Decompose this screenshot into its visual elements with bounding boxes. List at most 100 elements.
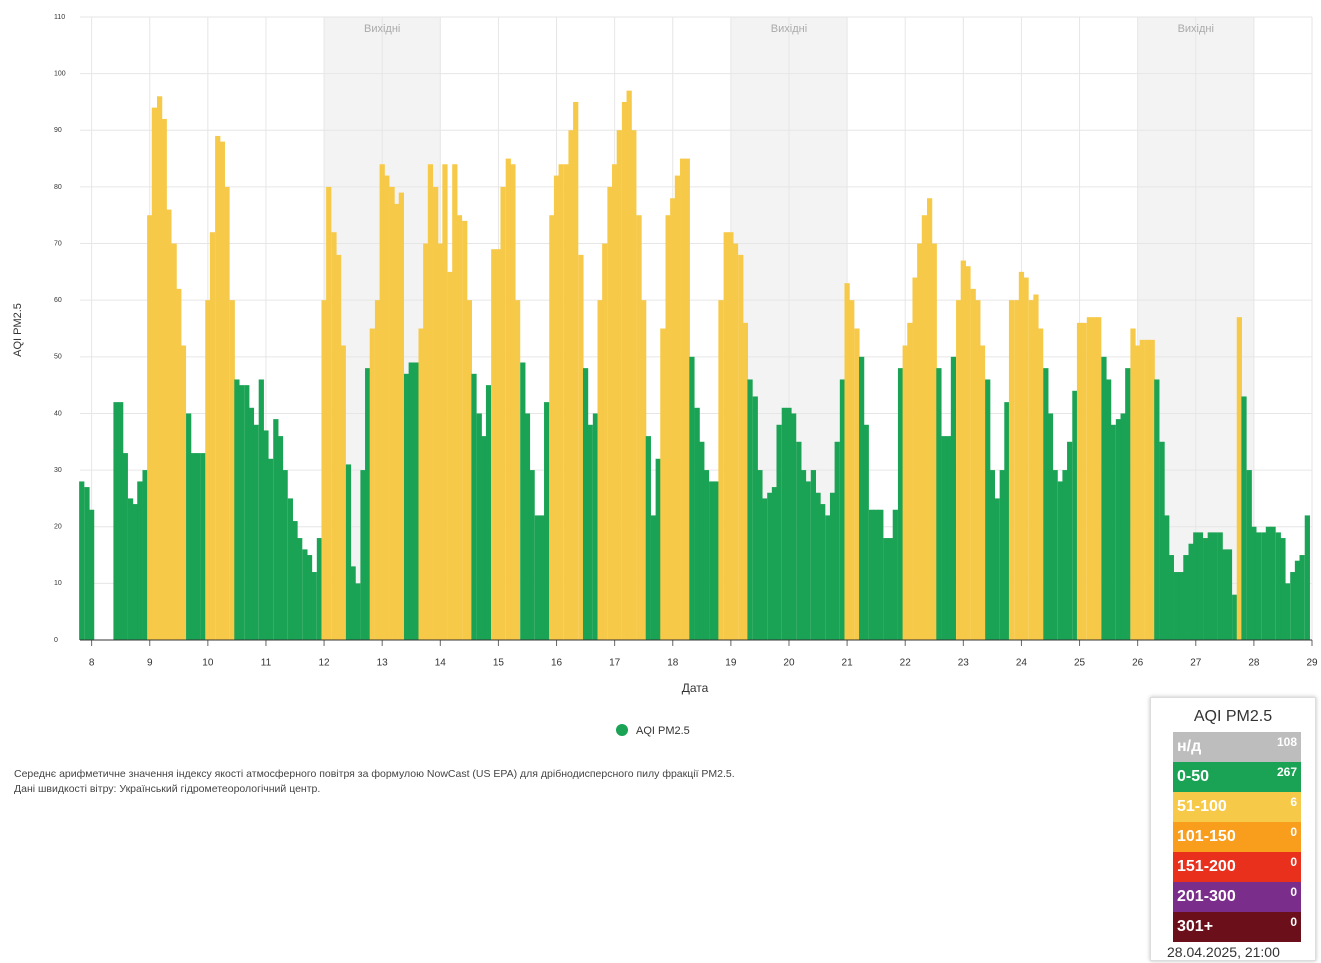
bar	[839, 379, 846, 640]
bar	[1101, 356, 1107, 640]
x-axis-label: Дата	[682, 681, 709, 695]
bar	[805, 481, 811, 640]
bar	[612, 164, 618, 640]
band-count: 0	[1290, 915, 1297, 929]
x-tick-label: 14	[435, 658, 447, 669]
bar	[1130, 328, 1136, 640]
bar	[466, 300, 472, 640]
bar	[229, 300, 235, 640]
bar	[892, 509, 898, 640]
bar	[1226, 549, 1233, 640]
bar	[200, 453, 206, 640]
bar	[1183, 555, 1189, 640]
bar	[709, 481, 715, 640]
bar	[157, 96, 163, 641]
bar	[209, 232, 216, 640]
bar	[994, 498, 1000, 640]
bar	[660, 328, 666, 640]
legend-marker	[616, 724, 628, 736]
bar	[1203, 538, 1209, 640]
bar	[1008, 300, 1015, 640]
bar	[180, 345, 187, 640]
bar	[970, 288, 976, 640]
note: Дані швидкості вітру: Український гідром…	[14, 783, 321, 795]
bar	[1222, 549, 1228, 640]
bar	[931, 243, 937, 640]
bar	[621, 101, 628, 641]
bar	[883, 538, 889, 640]
bar	[413, 362, 419, 640]
bar	[1115, 419, 1122, 640]
bar	[1014, 300, 1020, 640]
bar	[1178, 572, 1184, 640]
bar	[979, 345, 986, 640]
y-axis-label: AQI PM2.5	[12, 303, 24, 357]
bar	[742, 322, 749, 640]
bar	[408, 362, 414, 640]
bar	[1023, 277, 1029, 640]
y-tick-label: 10	[54, 580, 62, 587]
bar	[1125, 368, 1131, 640]
bar	[398, 192, 404, 640]
bar	[863, 424, 869, 640]
bar	[607, 186, 613, 640]
bar	[684, 158, 690, 640]
x-tick-label: 28	[1248, 658, 1260, 669]
bar	[137, 481, 143, 640]
bar	[680, 158, 686, 640]
bar	[1091, 317, 1097, 640]
bar	[616, 130, 622, 641]
bar	[1144, 339, 1151, 640]
bar	[1067, 441, 1073, 640]
bar	[927, 198, 933, 640]
bar	[907, 322, 913, 640]
bar	[868, 509, 875, 640]
bar	[917, 243, 923, 640]
bar	[699, 441, 705, 640]
bar	[771, 487, 778, 640]
y-tick-label: 60	[54, 297, 62, 304]
bar	[844, 283, 850, 640]
bar	[723, 232, 729, 640]
bar	[650, 515, 657, 640]
bar	[234, 379, 240, 640]
bar	[238, 385, 245, 640]
bar	[127, 498, 134, 640]
bar	[1110, 424, 1116, 640]
bar	[524, 413, 531, 640]
bar	[306, 555, 313, 640]
bar	[1043, 368, 1049, 640]
bar	[335, 254, 342, 640]
x-tick-label: 15	[493, 658, 505, 669]
bar	[597, 300, 603, 640]
bar	[1105, 379, 1112, 640]
weekend-label: Вихідні	[771, 23, 807, 35]
bar	[592, 413, 599, 640]
bar	[520, 362, 526, 640]
bar	[447, 271, 453, 640]
bar	[89, 509, 95, 640]
bar	[287, 498, 293, 640]
band-count: 0	[1290, 885, 1297, 899]
bar	[456, 215, 463, 640]
bar	[190, 453, 196, 640]
y-tick-label: 90	[54, 127, 62, 134]
bar	[433, 186, 439, 640]
bar	[224, 186, 230, 640]
band-count: 108	[1276, 735, 1297, 749]
y-tick-label: 110	[54, 14, 65, 21]
bar	[558, 164, 564, 640]
bar	[1164, 515, 1170, 640]
bar	[84, 487, 90, 640]
bar	[195, 453, 201, 640]
bar	[553, 175, 560, 640]
bar	[1246, 470, 1252, 640]
x-tick-label: 9	[147, 658, 153, 669]
bar	[800, 470, 807, 640]
bar	[544, 402, 550, 640]
bar	[403, 373, 410, 640]
bar	[674, 175, 681, 640]
y-tick-label: 80	[54, 184, 62, 191]
band-count: 267	[1276, 765, 1297, 779]
x-tick-label: 19	[725, 658, 737, 669]
